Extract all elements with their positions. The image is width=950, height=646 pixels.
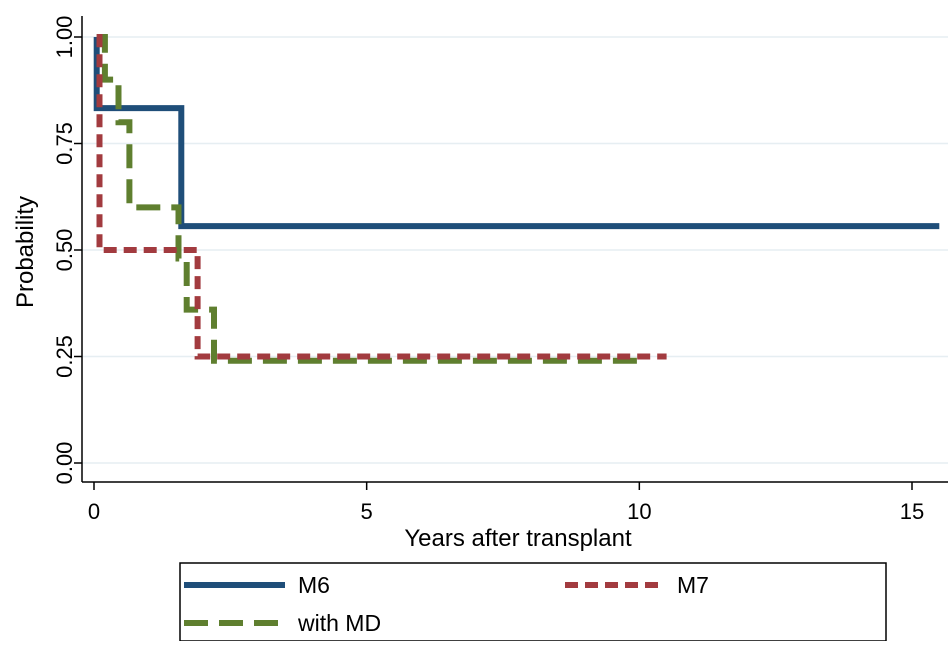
x-tick-label: 15 (900, 499, 924, 524)
y-tick-label: 1.00 (52, 16, 77, 59)
axis-layer: 0.00 0.25 0.50 0.75 1.00 0 5 10 15 (52, 16, 948, 524)
series-line-m6 (93, 37, 940, 230)
y-tick-label: 0.25 (52, 335, 77, 378)
y-tick-label: 0.50 (52, 229, 77, 272)
legend-label-m6: M6 (298, 572, 330, 598)
series-layer (93, 34, 940, 364)
legend-label-m7: M7 (677, 572, 709, 598)
series-line-m7 (96, 34, 667, 360)
x-tick-label: 10 (627, 499, 651, 524)
y-axis-label: Probability (12, 196, 39, 308)
legend: M6 M7 with MD (179, 562, 887, 642)
legend-label-with-md: with MD (297, 610, 381, 636)
y-tick-label: 0.75 (52, 122, 77, 165)
legend-box (179, 562, 887, 642)
grid-layer (82, 36, 948, 464)
x-tick-label: 5 (361, 499, 373, 524)
y-tick-label: 0.00 (52, 442, 77, 485)
x-axis-label: Years after transplant (404, 525, 632, 552)
series-line-with-md (96, 34, 640, 364)
x-tick-label: 0 (88, 499, 100, 524)
